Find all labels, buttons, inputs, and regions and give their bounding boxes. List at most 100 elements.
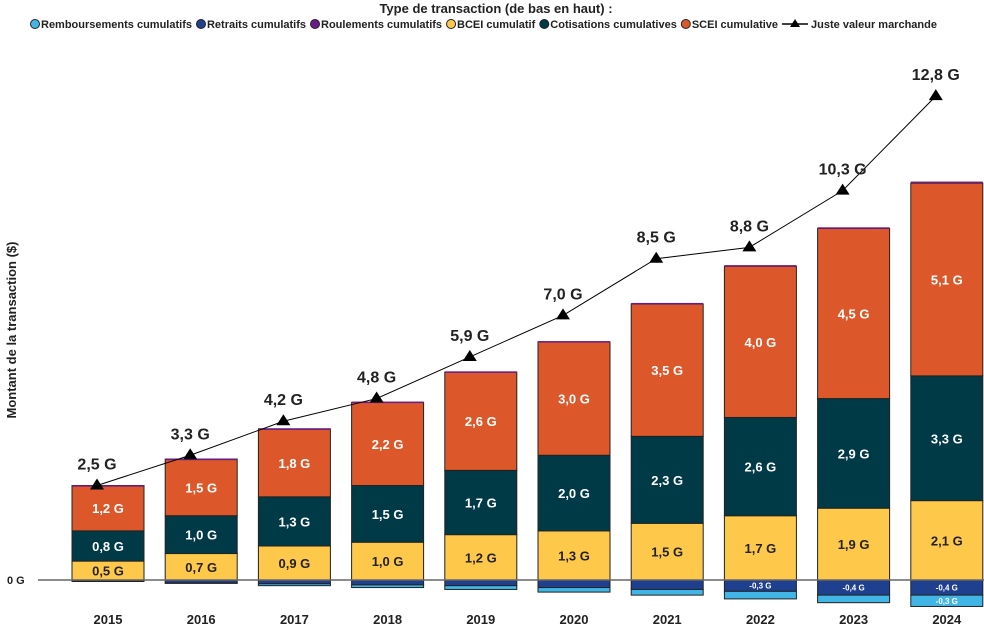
legend-label: Remboursements cumulatifs: [41, 19, 192, 31]
bar-data-label: 1,0 G: [372, 554, 404, 569]
bar-segment: [164, 515, 238, 555]
bar-segment: [631, 302, 704, 305]
x-tick-label: 2018: [373, 612, 402, 627]
fair-value-marker: [928, 89, 943, 101]
bar-segment: [351, 541, 425, 581]
bar-data-label: 0,8 G: [92, 539, 124, 554]
fair-value-label: 10,3 G: [819, 162, 867, 179]
x-tick-label: 2020: [560, 612, 589, 627]
legend-marker: [195, 19, 206, 29]
fair-value-label: 12,8 G: [912, 67, 960, 84]
fair-value-label: 8,8 G: [730, 218, 769, 235]
legend-label: Roulements cumulatifs: [321, 19, 442, 31]
bar-segment: [817, 398, 891, 509]
fair-value-marker: [90, 478, 104, 490]
x-tick-label: 2024: [932, 612, 962, 627]
legend-label: SCEI cumulative: [692, 19, 778, 31]
fair-value-label: 4,8 G: [357, 370, 396, 387]
y-axis-label: Montant de la transaction ($): [4, 242, 19, 419]
bar-segment: [630, 588, 704, 596]
bar-data-label: 1,5 G: [651, 545, 683, 560]
bar-data-label: 1,3 G: [558, 548, 590, 563]
legend-triangle-icon: [790, 19, 801, 27]
x-tick-label: 2015: [94, 612, 123, 627]
legend-label: Retraits cumulatifs: [207, 19, 306, 31]
bar-segment: [723, 416, 797, 517]
bar-segment: [444, 579, 518, 587]
bar-data-label: 2,1 G: [931, 533, 963, 548]
bar-data-label: 3,5 G: [651, 363, 683, 378]
bar-data-label: 2,0 G: [558, 486, 590, 501]
legend-title: Type de transaction (de bas en haut) :: [379, 1, 612, 16]
fair-value-label: 3,3 G: [171, 426, 210, 443]
bar-data-label: 1,2 G: [92, 501, 124, 516]
legend-marker: [310, 19, 321, 29]
bar-data-label: 1,7 G: [465, 496, 497, 511]
bar-segment: [257, 428, 331, 498]
legend-label: Juste valeur marchande: [811, 19, 937, 31]
bar-segment: [351, 401, 425, 486]
bar-segment: [910, 375, 984, 502]
bar-segment: [444, 371, 517, 373]
legend-marker: [446, 19, 457, 29]
bar-segment: [538, 341, 610, 343]
bar-segment: [444, 469, 518, 536]
bar-segment: [258, 428, 331, 430]
bar-data-label: 0,5 G: [92, 564, 124, 579]
bar-segment: [723, 590, 797, 600]
legend-label: BCEI cumulatif: [457, 19, 536, 31]
x-tick-label: 2021: [653, 612, 682, 627]
bar-data-label: 1,7 G: [745, 541, 777, 556]
bar-segment: [444, 585, 518, 590]
fair-value-line: [96, 95, 937, 486]
fair-value-label: 7,0 G: [543, 286, 582, 303]
bar-data-label: 1,5 G: [372, 507, 404, 522]
bar-segment: [630, 579, 704, 590]
fair-value-marker: [742, 240, 757, 252]
bar-segment: [537, 579, 611, 589]
bar-data-label: 5,1 G: [931, 272, 963, 287]
x-tick-label: 2017: [280, 612, 309, 627]
y-tick-label: 0 G: [7, 575, 25, 587]
bar-segment: [537, 341, 611, 456]
legend-label: Cotisations cumulatives: [550, 19, 677, 31]
bar-segment: [257, 496, 331, 547]
fair-value-marker: [462, 349, 477, 361]
x-tick-label: 2023: [839, 612, 868, 627]
bar-data-label: 1,8 G: [279, 456, 311, 471]
bar-segment: [165, 458, 238, 461]
bar-segment: [257, 583, 331, 587]
bar-segment: [723, 515, 797, 581]
fair-value-marker: [276, 414, 291, 426]
legend-marker: [30, 19, 40, 29]
bar-data-label: -0,3 G: [936, 597, 958, 606]
fair-value-marker: [369, 391, 384, 403]
bar-data-label: 4,5 G: [838, 307, 870, 322]
fair-value-label: 2,5 G: [77, 457, 116, 474]
bar-data-label: 1,0 G: [185, 528, 217, 543]
bar-data-label: 2,9 G: [838, 446, 870, 461]
bar-data-label: -0,3 G: [749, 582, 771, 591]
fair-value-marker: [649, 251, 664, 263]
bar-data-label: 3,0 G: [558, 392, 590, 407]
fair-value-label: 8,5 G: [637, 230, 676, 247]
bar-segment: [444, 534, 518, 581]
bar-segment: [537, 530, 611, 581]
bar-data-label: 2,6 G: [745, 460, 777, 475]
legend: Remboursements cumulatifs Retraits cumula…: [30, 19, 937, 31]
bar-segment: [910, 594, 984, 607]
bar-segment: [630, 522, 704, 581]
bar-segment: [351, 584, 425, 589]
bar-segment: [817, 594, 891, 604]
legend-marker: [680, 19, 691, 29]
bar-segment: [910, 182, 984, 377]
bar-segment: [537, 587, 611, 593]
x-tick-label: 2016: [187, 612, 216, 627]
bar-data-label: 2,2 G: [372, 437, 404, 452]
bar-segment: [72, 485, 144, 487]
bar-data-label: 2,6 G: [465, 414, 497, 429]
bar-data-label: 1,5 G: [185, 480, 217, 495]
bar-segment: [630, 303, 704, 437]
legend-marker: [539, 19, 550, 29]
